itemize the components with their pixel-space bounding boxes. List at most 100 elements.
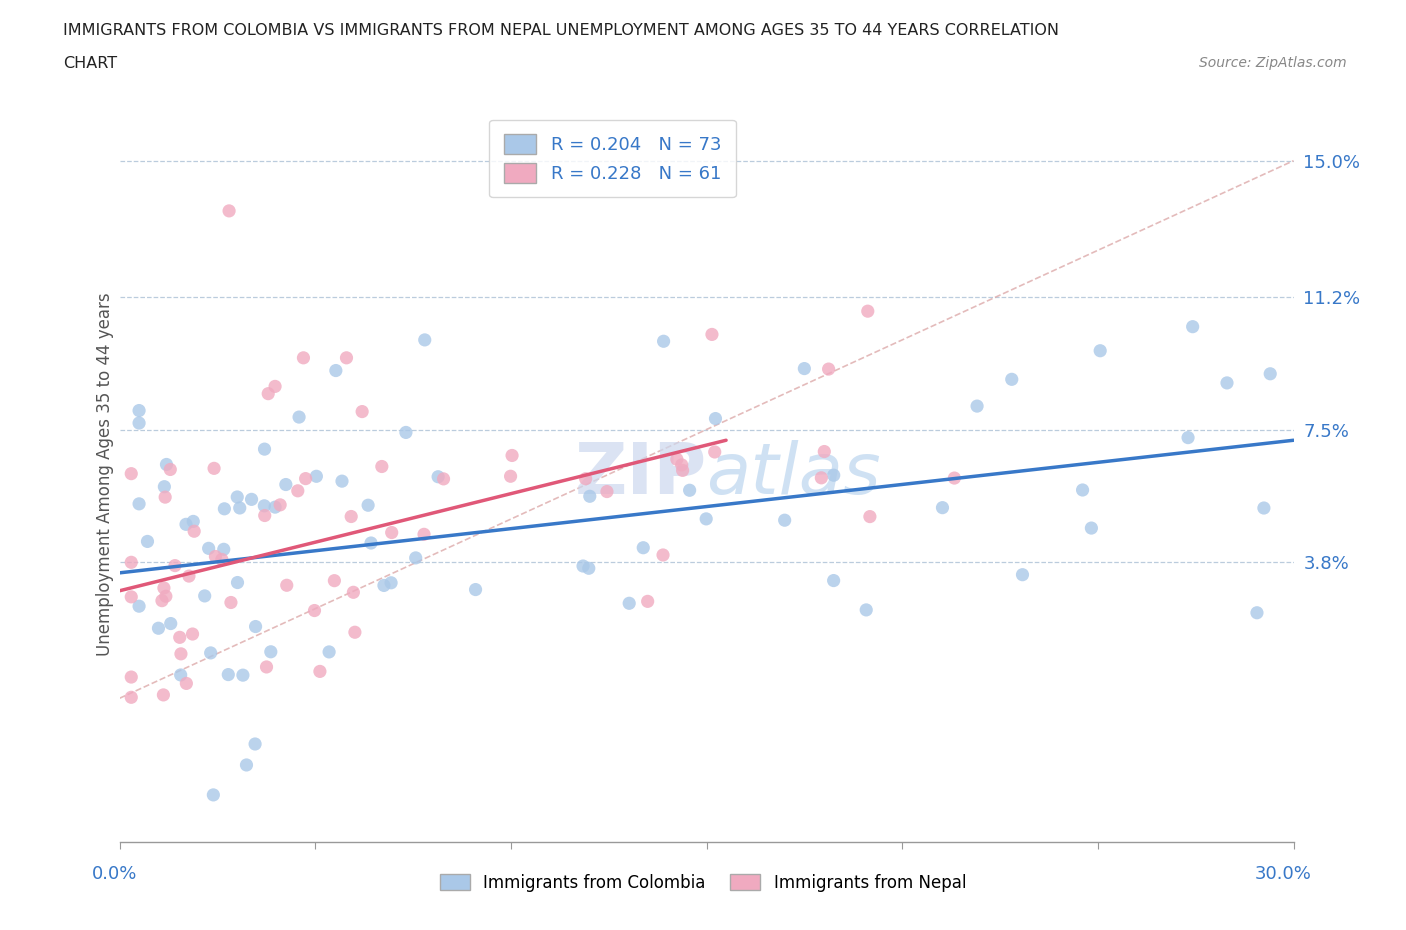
Point (292, 351, 315, 365)
Point (1253, 500, 1275, 515)
Point (395, 425, 418, 440)
Point (1216, 376, 1239, 391)
Point (211, 552, 233, 567)
Point (340, 509, 363, 524)
Point (181, 514, 204, 529)
Point (432, 472, 454, 486)
Y-axis label: Unemployment Among Ages 35 to 44 years: Unemployment Among Ages 35 to 44 years (96, 293, 114, 656)
Point (371, 459, 394, 474)
Text: ZIP: ZIP (574, 440, 707, 509)
Point (859, 509, 882, 524)
Point (652, 548, 675, 563)
Point (159, 462, 181, 477)
Point (823, 573, 845, 588)
Point (304, 603, 326, 618)
Point (120, 690, 142, 705)
Point (274, 477, 297, 492)
Point (773, 512, 796, 527)
Point (128, 403, 150, 418)
Point (155, 589, 177, 604)
Point (352, 405, 374, 419)
Point (219, 595, 242, 610)
Point (155, 457, 177, 472)
Point (256, 659, 278, 674)
Point (169, 630, 191, 644)
Point (619, 596, 641, 611)
Point (120, 466, 142, 481)
Point (966, 399, 988, 414)
Point (264, 499, 287, 514)
Point (855, 603, 877, 618)
Point (793, 361, 815, 376)
Point (427, 470, 450, 485)
Point (181, 627, 204, 642)
Point (183, 524, 205, 538)
Point (269, 498, 291, 512)
Point (943, 471, 966, 485)
Point (671, 458, 693, 472)
Point (695, 512, 717, 526)
Point (318, 644, 340, 659)
Point (202, 788, 225, 803)
Point (136, 534, 159, 549)
Point (856, 304, 879, 319)
Point (288, 409, 311, 424)
Point (287, 484, 309, 498)
Point (1088, 343, 1111, 358)
Point (243, 737, 266, 751)
Point (637, 594, 659, 609)
Point (405, 551, 427, 565)
Point (671, 463, 693, 478)
Point (323, 573, 346, 588)
Point (703, 445, 725, 459)
Point (343, 625, 366, 640)
Point (335, 351, 357, 365)
Point (253, 498, 276, 513)
Point (232, 668, 254, 683)
Point (1258, 366, 1281, 381)
Point (212, 542, 235, 557)
Point (294, 472, 316, 486)
Point (413, 527, 436, 542)
Point (245, 619, 267, 634)
Point (700, 327, 723, 342)
Point (813, 445, 835, 459)
Point (169, 668, 191, 683)
Text: 30.0%: 30.0% (1256, 865, 1312, 883)
Point (501, 448, 523, 463)
Point (214, 501, 236, 516)
Point (176, 676, 198, 691)
Point (217, 667, 239, 682)
Point (152, 687, 174, 702)
Point (330, 473, 353, 488)
Point (360, 536, 382, 551)
Legend: R = 0.204   N = 73, R = 0.228   N = 61: R = 0.204 N = 73, R = 0.228 N = 61 (489, 120, 735, 197)
Point (148, 621, 170, 636)
Point (464, 582, 486, 597)
Text: CHART: CHART (63, 56, 117, 71)
Point (120, 590, 142, 604)
Point (153, 479, 176, 494)
Point (704, 411, 727, 426)
Point (128, 416, 150, 431)
Legend: Immigrants from Colombia, Immigrants from Nepal: Immigrants from Colombia, Immigrants fro… (433, 867, 973, 898)
Point (153, 580, 176, 595)
Point (499, 469, 522, 484)
Point (153, 490, 176, 505)
Point (229, 500, 252, 515)
Point (218, 204, 240, 219)
Point (1011, 567, 1033, 582)
Point (305, 469, 328, 484)
Point (194, 589, 217, 604)
Point (226, 575, 249, 590)
Point (170, 646, 193, 661)
Point (128, 599, 150, 614)
Point (1001, 372, 1024, 387)
Point (578, 561, 600, 576)
Point (120, 670, 142, 684)
Point (1080, 521, 1102, 536)
Point (823, 468, 845, 483)
Point (174, 517, 197, 532)
Point (200, 645, 222, 660)
Point (257, 386, 280, 401)
